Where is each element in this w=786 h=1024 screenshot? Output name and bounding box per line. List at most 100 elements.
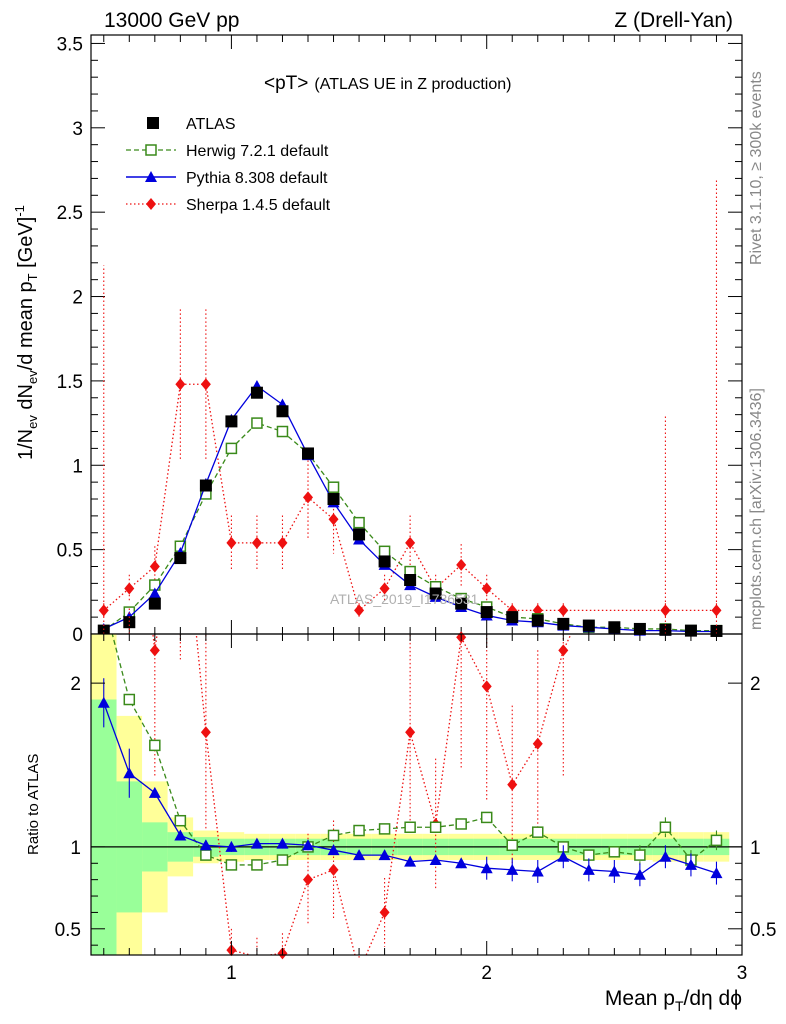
- atlas-point: [378, 555, 391, 568]
- legend-pythia: Pythia 8.308 default: [186, 170, 328, 187]
- pythia-ratio-point: [123, 767, 136, 779]
- atlas-point: [557, 617, 570, 630]
- sherpa-main-point: [405, 536, 416, 549]
- ratio-xtick-label: 3: [737, 963, 748, 984]
- plot-title: <pT> (ATLAS UE in Z production): [264, 73, 511, 94]
- atlas-point: [148, 597, 161, 610]
- sherpa-main-point: [354, 604, 365, 617]
- legend: ATLAS Herwig 7.2.1 default Pythia 8.308 …: [126, 116, 331, 214]
- legend-herwig: Herwig 7.2.1 default: [186, 143, 329, 160]
- atlas-point: [404, 574, 417, 587]
- ratio-ytick-label-right: 0.5: [750, 920, 776, 941]
- main-ylabel: 1/Nev dNev/d mean pT [GeV]-1: [12, 205, 40, 460]
- herwig-ratio-point: [429, 821, 442, 834]
- herwig-ratio-point: [251, 859, 263, 871]
- herwig-main-point: [353, 516, 365, 529]
- sherpa-main-point: [660, 604, 671, 617]
- herwig-ratio-point: [149, 739, 161, 752]
- sherpa-ratio-point: [558, 644, 569, 657]
- sherpa-main-point: [328, 513, 339, 526]
- mcplots-label: mcplots.cern.ch [arXiv:1306.3436]: [748, 388, 765, 630]
- main-ytick-label: 2.5: [57, 203, 83, 224]
- rivet-label: Rivet 3.1.10, ≥ 300k events: [748, 71, 765, 265]
- sherpa-main-point: [226, 536, 237, 549]
- herwig-ratio-point: [404, 821, 416, 834]
- sherpa-main-point: [481, 582, 492, 595]
- pythia-ratio-point: [404, 855, 417, 867]
- ratio-xtick-label: 2: [481, 963, 492, 984]
- sherpa-ratio-point: [481, 680, 492, 693]
- sherpa-main-point: [277, 536, 288, 549]
- atlas-point: [506, 611, 519, 624]
- sherpa-main-point: [200, 378, 211, 391]
- ratio-ytick-label-right: 1: [750, 838, 761, 859]
- herwig-main-point: [378, 545, 391, 558]
- legend-sherpa: Sherpa 1.4.5 default: [186, 197, 331, 214]
- pythia-ratio-point: [582, 863, 595, 875]
- sherpa-ratio-line: [152, 634, 572, 955]
- legend-pythia-marker: [145, 171, 157, 182]
- main-ytick-label: 2: [72, 288, 83, 309]
- main-ytick-label: 0.5: [57, 541, 83, 562]
- sherpa-main-point: [98, 604, 109, 617]
- sherpa-ratio-point: [507, 778, 518, 791]
- pythia-ratio-point: [225, 840, 238, 852]
- sherpa-ratio-point: [149, 644, 160, 657]
- pythia-ratio-point: [633, 868, 646, 880]
- pythia-ratio-point: [353, 849, 366, 861]
- sherpa-ratio-point: [200, 726, 211, 739]
- pythia-ratio-point: [455, 857, 468, 869]
- atlas-point: [276, 405, 289, 418]
- main-ytick-label: 0: [72, 625, 83, 646]
- legend-sherpa-marker: [146, 198, 156, 210]
- pythia-ratio-point: [506, 863, 519, 875]
- pythia-ratio-point: [302, 839, 314, 851]
- pythia-main-point: [148, 587, 161, 599]
- herwig-ratio-point: [327, 829, 340, 842]
- herwig-ratio-point: [608, 846, 621, 858]
- pythia-ratio-point: [148, 786, 161, 798]
- legend-herwig-marker: [145, 144, 157, 156]
- watermark: ATLAS_2019_I1736531: [330, 591, 479, 607]
- pythia-ratio-point: [378, 849, 391, 861]
- band-stat: [91, 699, 117, 955]
- atlas-point: [174, 552, 187, 565]
- ratio-xtick-label: 1: [226, 963, 237, 984]
- pythia-ratio-point: [250, 837, 263, 849]
- herwig-ratio-point: [225, 859, 238, 871]
- sherpa-main-point: [303, 491, 313, 504]
- herwig-main-point: [251, 417, 263, 429]
- atlas-point: [429, 587, 442, 600]
- atlas-point: [123, 616, 136, 629]
- atlas-point: [250, 386, 263, 399]
- sherpa-main-point: [175, 378, 186, 391]
- header-left: 13000 GeV pp: [104, 9, 239, 32]
- atlas-point: [480, 606, 493, 619]
- ratio-ytick-label: 1: [70, 838, 81, 859]
- herwig-ratio-point: [353, 824, 365, 837]
- legend-atlas: ATLAS: [186, 116, 236, 133]
- ratio-frame: [90, 633, 743, 956]
- herwig-main-point: [225, 442, 238, 455]
- herwig-ratio-point: [276, 854, 289, 866]
- main-panel: 0 0.5 1 1.5 2 2.5 3 3.5: [57, 34, 743, 646]
- main-ytick-label: 3: [72, 119, 83, 140]
- pythia-ratio-point: [429, 854, 442, 866]
- pythia-ratio-point: [480, 862, 493, 874]
- atlas-point: [353, 528, 366, 541]
- sherpa-main-point: [456, 558, 467, 571]
- pythia-ratio-point: [199, 839, 212, 851]
- pythia-ratio-point: [97, 696, 110, 708]
- ratio-ylabel: Ratio to ATLAS: [25, 754, 42, 855]
- ratio-ytick-label: 2: [70, 674, 81, 695]
- header-right: Z (Drell-Yan): [614, 9, 733, 32]
- ratio-ytick-label: 0.5: [55, 920, 81, 941]
- pythia-ratio-point: [557, 850, 570, 862]
- herwig-ratio-point: [200, 849, 212, 861]
- atlas-point: [582, 619, 595, 632]
- pythia-ratio-point: [659, 850, 672, 862]
- pythia-ratio-point: [608, 865, 621, 877]
- sherpa-main-point: [379, 582, 390, 595]
- atlas-point: [531, 614, 544, 627]
